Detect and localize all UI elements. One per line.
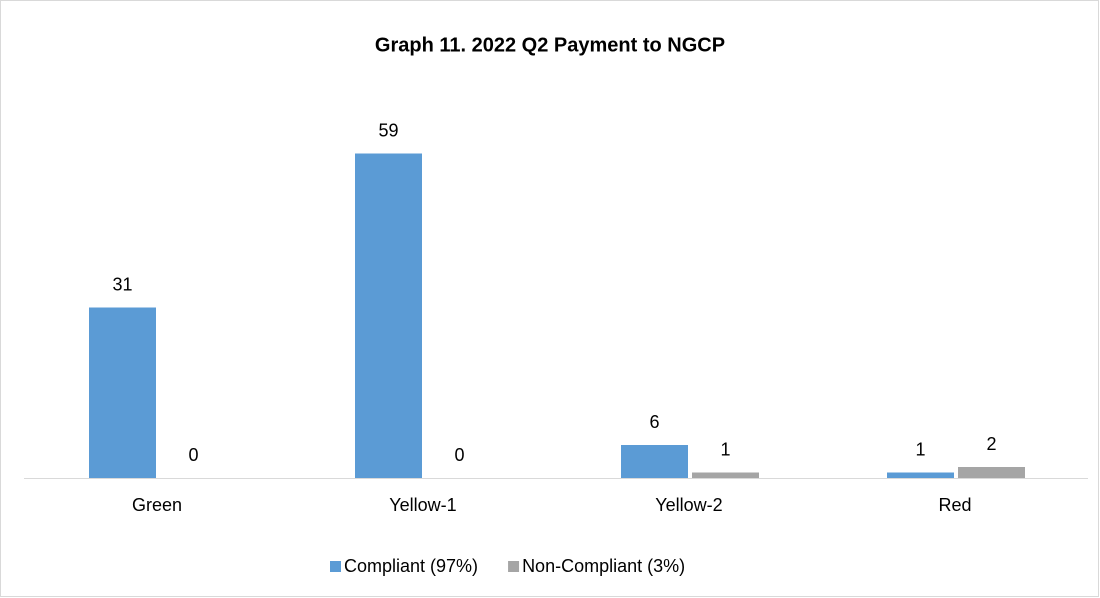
data-label: 31 [112,274,132,294]
legend-label: Non-Compliant (3%) [522,556,685,576]
data-label: 2 [986,434,996,454]
data-label: 1 [915,439,925,459]
bar [355,153,422,478]
bar [89,307,156,478]
bar [692,472,759,478]
legend-swatch [508,561,520,572]
bar [958,467,1025,478]
x-tick-label: Green [132,495,182,515]
x-tick-label: Yellow-1 [389,495,456,515]
legend-label: Compliant (97%) [344,556,478,576]
legend-swatch [330,561,341,572]
data-label: 59 [378,120,398,140]
bar [887,472,954,478]
chart-title: Graph 11. 2022 Q2 Payment to NGCP [375,34,725,56]
data-label: 0 [454,445,464,465]
bar [621,445,688,478]
x-tick-label: Yellow-2 [655,495,722,515]
data-label: 1 [720,439,730,459]
data-label: 6 [649,412,659,432]
data-label: 0 [188,445,198,465]
x-tick-label: Red [938,495,971,515]
